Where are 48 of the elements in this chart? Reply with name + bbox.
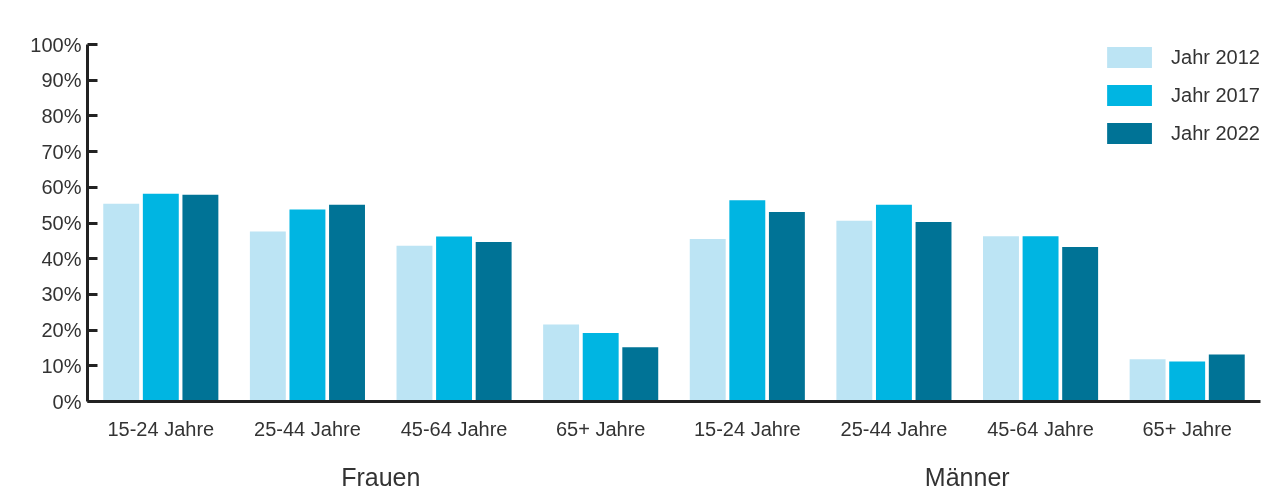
y-tick-label: 100% xyxy=(30,33,82,56)
bar xyxy=(983,236,1019,402)
bar xyxy=(915,221,952,402)
bar xyxy=(875,204,912,402)
y-tick-label: 60% xyxy=(41,176,82,199)
bar xyxy=(1208,354,1245,402)
bar xyxy=(436,236,473,402)
bar xyxy=(1129,359,1166,402)
text: Männer xyxy=(924,462,1010,491)
y-tick-label: 90% xyxy=(41,69,82,92)
bar xyxy=(1022,236,1059,402)
bar xyxy=(289,209,326,402)
bar xyxy=(1062,246,1099,402)
bar xyxy=(729,200,766,402)
bar xyxy=(249,231,286,402)
bar xyxy=(582,332,619,402)
bar xyxy=(142,193,179,402)
bar xyxy=(1169,361,1206,402)
y-tick-label: 80% xyxy=(41,104,82,127)
x-tick-label: 25-44 Jahre xyxy=(254,417,361,440)
legend-label: Jahr 2012 xyxy=(1171,45,1260,69)
x-tick-label: 45-64 Jahre xyxy=(400,417,508,440)
legend-label: Jahr 2022 xyxy=(1171,121,1260,145)
bar xyxy=(768,211,805,402)
x-tick-label: 45-64 Jahre xyxy=(987,417,1094,440)
y-tick-label: 20% xyxy=(41,319,82,342)
x-tick-label: 65+ Jahre xyxy=(555,417,646,440)
y-tick-label: 40% xyxy=(41,247,82,270)
bar xyxy=(836,220,873,402)
bar xyxy=(103,203,140,402)
bar xyxy=(622,347,659,402)
bar xyxy=(689,239,726,402)
y-tick-label: 70% xyxy=(41,140,82,163)
bar xyxy=(182,194,219,402)
x-tick-label: 25-44 Jahre xyxy=(840,417,948,440)
x-tick-label: 15-24 Jahre xyxy=(107,417,215,440)
x-tick-label: 65+ Jahre xyxy=(1142,417,1232,440)
bar xyxy=(475,241,512,402)
text: Frauen xyxy=(341,462,421,491)
y-tick-label: 10% xyxy=(41,354,82,377)
bar xyxy=(543,324,580,402)
bar xyxy=(396,245,433,402)
legend-label: Jahr 2017 xyxy=(1171,83,1260,107)
y-tick-label: 0% xyxy=(52,390,82,413)
bar xyxy=(329,204,365,402)
y-tick-label: 50% xyxy=(41,212,82,234)
y-tick-label: 30% xyxy=(41,283,82,306)
x-tick-label: 15-24 Jahre xyxy=(693,417,801,440)
